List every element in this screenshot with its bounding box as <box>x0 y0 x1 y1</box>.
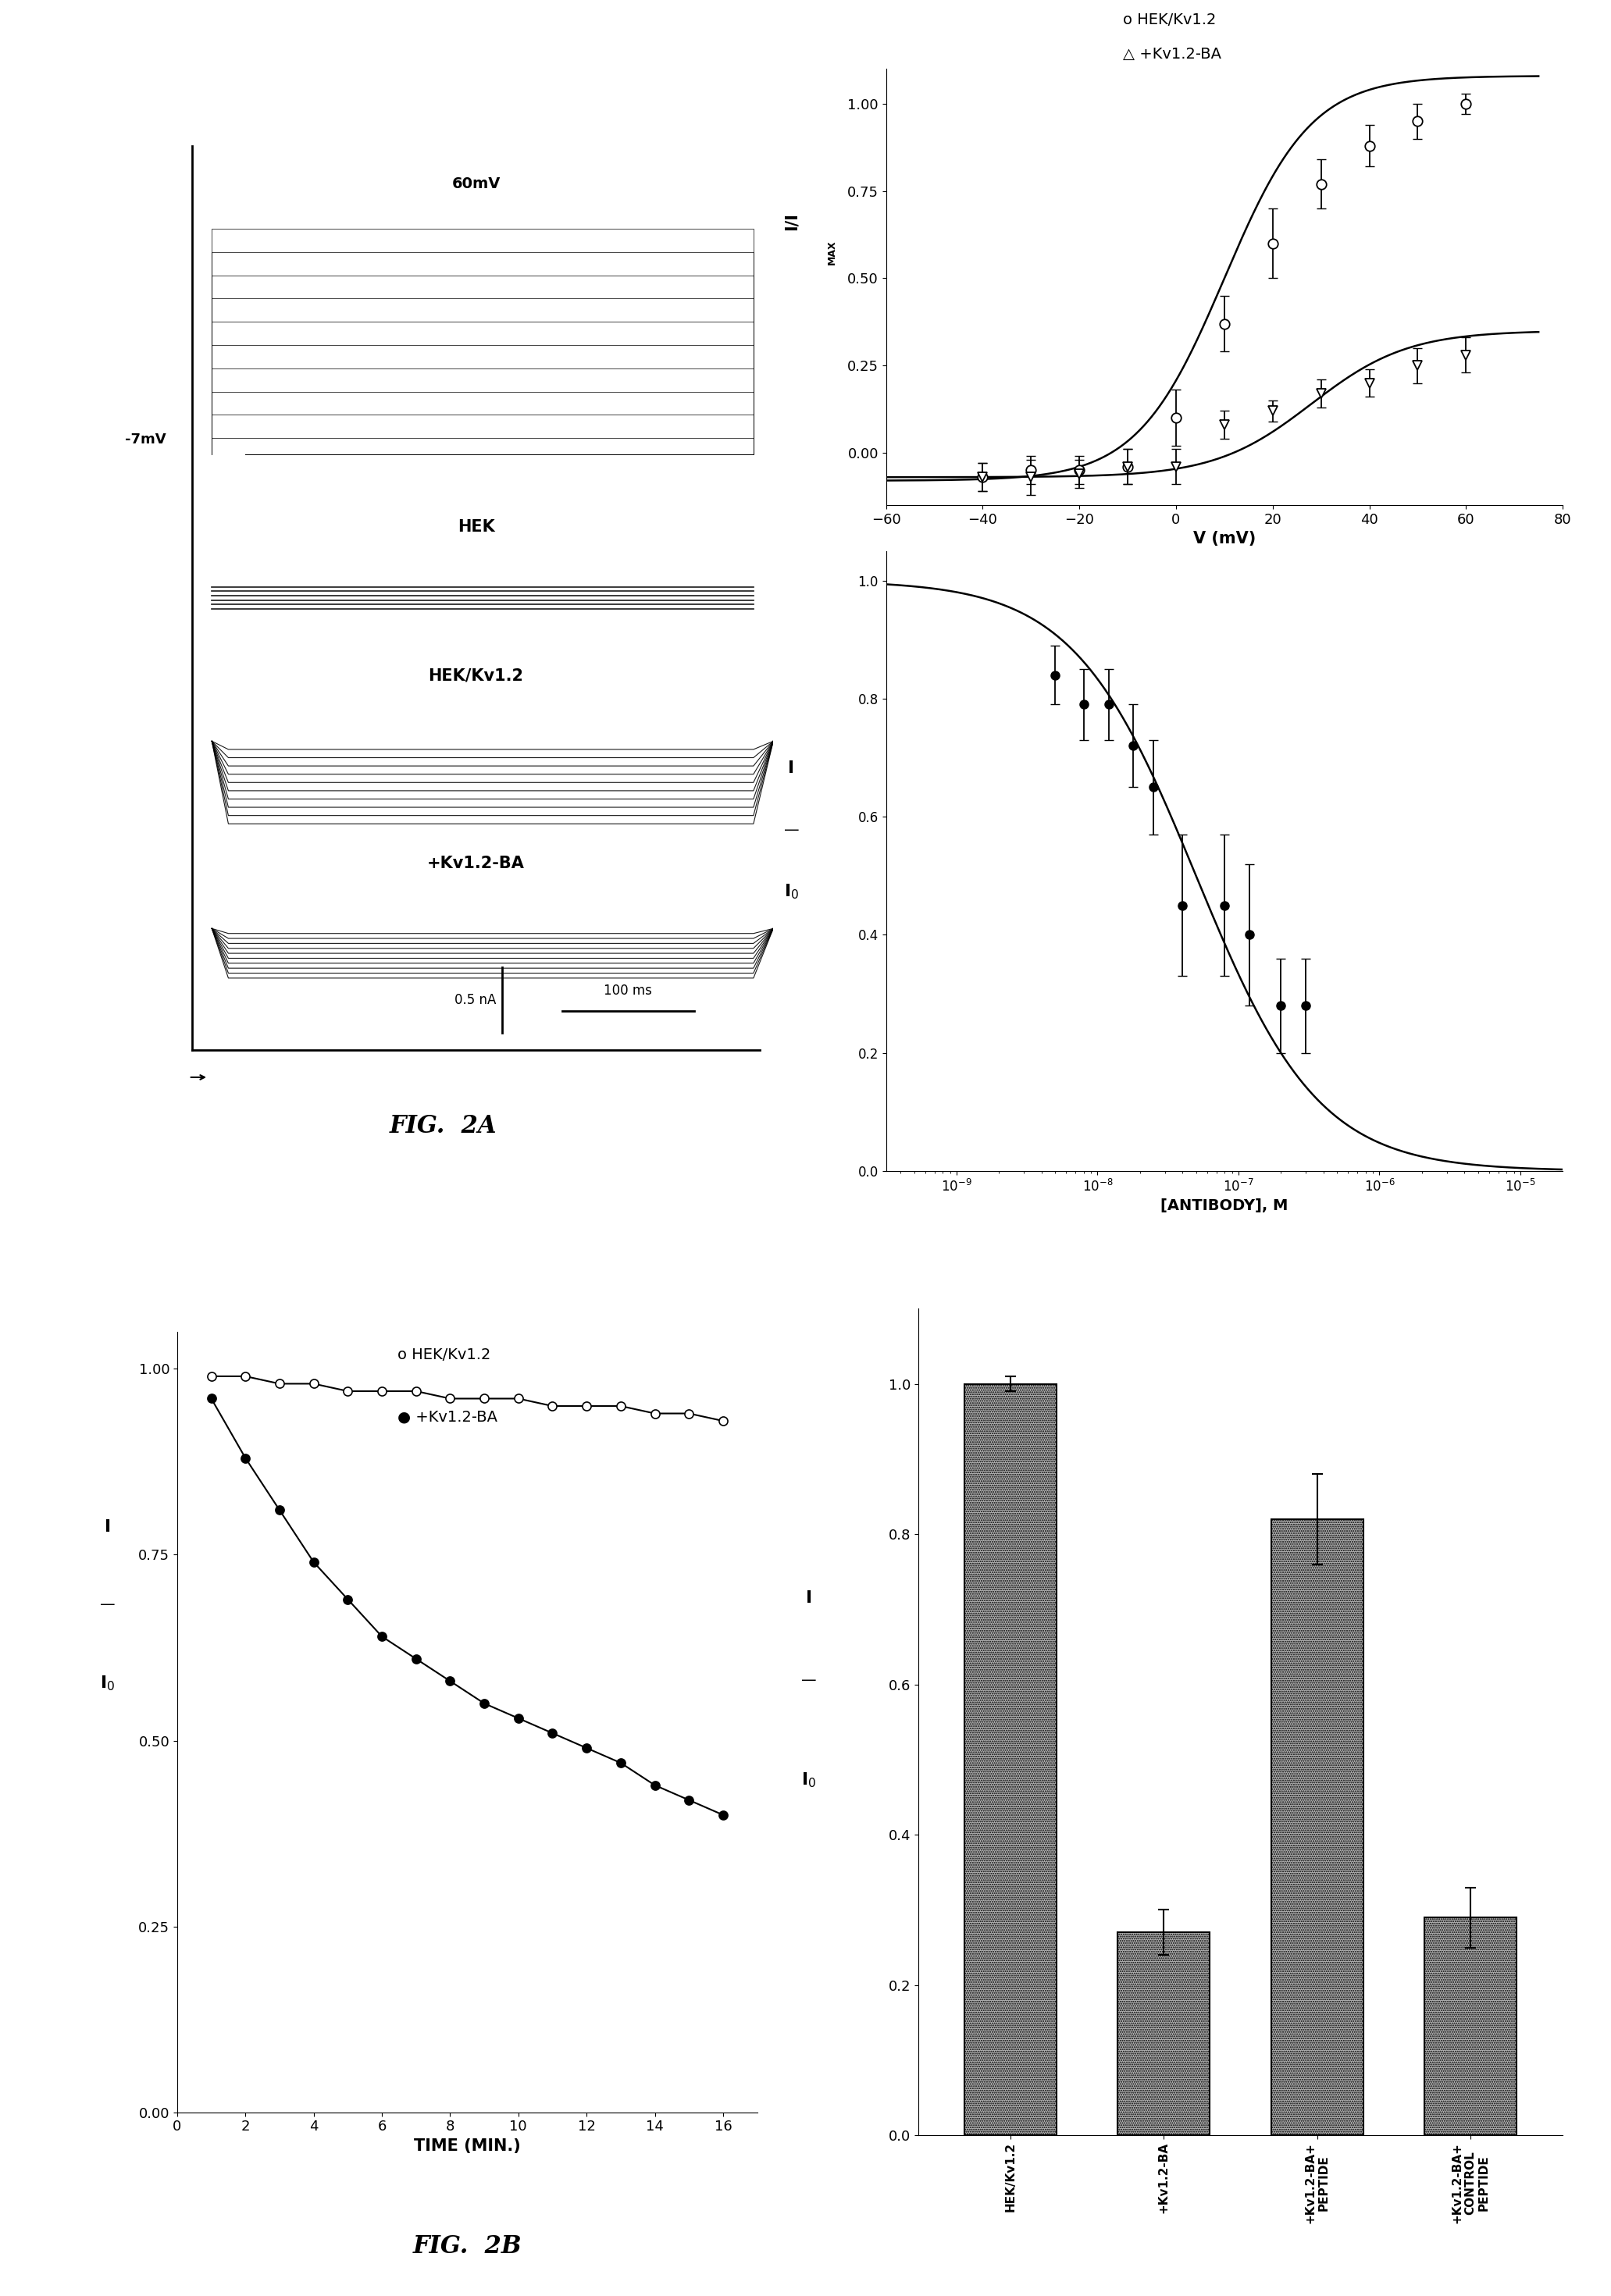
Text: △ +Kv1.2-BA: △ +Kv1.2-BA <box>1123 46 1221 62</box>
Text: I$_0$: I$_0$ <box>785 882 799 902</box>
Text: HEK/Kv1.2: HEK/Kv1.2 <box>429 668 524 684</box>
Text: I/I: I/I <box>783 214 799 230</box>
Text: o HEK/Kv1.2: o HEK/Kv1.2 <box>1123 11 1216 28</box>
Bar <box>1424 1917 1516 2135</box>
Text: I: I <box>105 1520 111 1534</box>
Bar <box>1118 1933 1210 2135</box>
Text: HEK: HEK <box>458 519 495 535</box>
X-axis label: V (mV): V (mV) <box>1194 530 1255 546</box>
Text: MAX: MAX <box>826 239 838 264</box>
Text: I: I <box>788 760 794 776</box>
Text: FIG.  2D: FIG. 2D <box>1170 1350 1279 1375</box>
Text: FIG.  2B: FIG. 2B <box>412 2234 522 2259</box>
Text: 100 ms: 100 ms <box>604 983 652 999</box>
Text: I: I <box>806 1591 812 1605</box>
Text: FIG.  2A: FIG. 2A <box>390 1114 496 1139</box>
Text: —: — <box>100 1598 116 1612</box>
Text: ● +Kv1.2-BA: ● +Kv1.2-BA <box>398 1410 498 1424</box>
Bar <box>965 1384 1057 2135</box>
X-axis label: [ANTIBODY], M: [ANTIBODY], M <box>1160 1199 1289 1212</box>
Bar <box>1271 1520 1363 2135</box>
Text: FIG.  2C: FIG. 2C <box>1171 583 1278 606</box>
Text: I$_0$: I$_0$ <box>100 1674 114 1692</box>
Text: I$_0$: I$_0$ <box>801 1770 817 1789</box>
Text: -7mV: -7mV <box>126 432 166 448</box>
Text: o HEK/Kv1.2: o HEK/Kv1.2 <box>398 1348 491 1362</box>
Text: 60mV: 60mV <box>451 177 501 191</box>
Text: —: — <box>801 1674 817 1688</box>
Text: 0.5 nA: 0.5 nA <box>454 994 496 1008</box>
Text: —: — <box>783 822 799 838</box>
Text: +Kv1.2-BA: +Kv1.2-BA <box>427 856 525 870</box>
X-axis label: TIME (MIN.): TIME (MIN.) <box>414 2138 520 2154</box>
